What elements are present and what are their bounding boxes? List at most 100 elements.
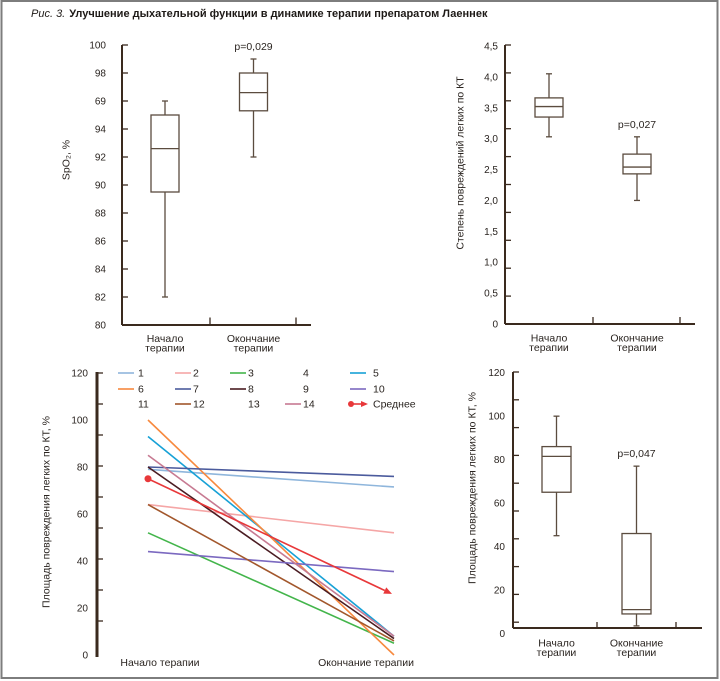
legend-item: 2 [175,368,199,380]
figure-title: Улучшение дыхательной функции в динамике… [69,8,488,20]
figure-number: Рис. 3. [31,8,65,20]
x-category-label: Начало терапии [120,657,199,669]
legend-item: 14 [285,399,315,411]
y-tick-label: 3,5 [484,103,498,114]
mean-start-marker [144,475,152,483]
iqr-box [534,97,564,118]
legend-item: Среднее [348,399,416,411]
y-tick-label: 4,0 [484,72,498,83]
series-line-7 [147,466,395,478]
series-line-2 [147,503,395,534]
y-tick-label: 100 [71,416,88,427]
box-2 [238,58,269,158]
y-tick-label: 0 [499,629,505,640]
mean-arrowhead [383,587,392,594]
y-tick-label: 20 [77,604,89,615]
box-1 [150,100,180,298]
legend-item: 6 [118,384,144,396]
y-tick-label: 69 [95,97,107,108]
legend-label: Среднее [373,399,416,411]
y-tick-label: 100 [488,412,505,423]
y-tick-label: 60 [77,510,89,521]
x-category-label: терапии [617,342,657,354]
legend-arrowhead [361,401,368,407]
y-axis-label: Площадь повреждения легких по КТ, % [41,416,53,608]
y-tick-label: 84 [95,265,107,276]
legend-item: 9 [303,384,309,396]
legend-label: 5 [373,368,379,380]
series-line-3 [147,532,395,644]
x-category-label: Начало [531,333,568,345]
iqr-box [150,114,180,193]
legend-label: 13 [248,399,260,411]
legend-item: 1 [118,368,144,380]
y-tick-label: 0,5 [484,289,498,300]
legend-label: 11 [138,399,149,411]
box-2 [622,136,652,202]
legend-label: 9 [303,384,309,396]
iqr-box [622,153,652,175]
y-axis-label: Степень повреждений легких по КТ [455,76,467,250]
legend-item: 12 [175,399,205,411]
mean-series-line [147,478,386,592]
y-tick-label: 1,0 [484,258,498,269]
y-tick-label: 3,0 [484,134,498,145]
legend-label: 14 [303,399,315,411]
y-tick-label: 2,5 [484,165,498,176]
y-axis-label: SpO₂, % [61,140,73,180]
box-2 [621,465,652,627]
series-line-10 [147,550,395,573]
legend-item: 11 [138,399,149,411]
figure-caption: Рис. 3. Улучшение дыхательной функции в д… [31,8,488,20]
y-tick-label: 20 [494,586,506,597]
legend-label: 7 [193,384,199,396]
y-tick-label: 2,0 [484,196,498,207]
y-tick-label: 40 [494,542,506,553]
legend-label: 2 [193,368,199,380]
spo2-boxplot: SpO₂, % 80828486889092946998100Началотер… [61,41,311,355]
x-category-label: Начало [147,333,184,345]
y-tick-label: 120 [71,369,88,380]
legend-item: 10 [350,384,385,396]
y-tick-label: 80 [77,463,89,474]
x-category-label: Окончание [227,333,280,345]
y-tick-label: 60 [494,499,506,510]
x-category-label: терапии [617,647,657,659]
y-tick-label: 0 [492,320,498,331]
y-tick-label: 0 [82,651,88,662]
y-tick-label: 92 [95,153,107,164]
p-value-label: p=0,047 [617,448,655,460]
x-category-label: Начало [538,638,575,650]
series-line-8 [147,466,395,640]
y-tick-label: 80 [95,321,107,332]
x-category-label: Окончание [610,638,663,650]
iqr-box [238,72,269,112]
legend-item: 8 [230,384,254,396]
legend-item: 3 [230,368,254,380]
y-tick-label: 120 [488,368,505,379]
series-line-14 [147,454,395,637]
y-tick-label: 98 [95,69,107,80]
ct-severity-boxplot: Степень повреждений легких по КТ 0 0,5 1,0… [455,42,695,354]
box-1 [534,73,564,138]
legend-label: 1 [138,368,144,380]
y-tick-label: 88 [95,209,107,220]
legend-item: 4 [303,368,309,380]
y-tick-label: 100 [89,41,106,52]
legend-label: 12 [193,399,205,411]
y-tick-label: 86 [95,237,107,248]
legend-label: 4 [303,368,309,380]
series-line-1 [147,468,395,488]
iqr-box [541,445,572,493]
legend-item: 7 [175,384,199,396]
legend-label: 6 [138,384,144,396]
y-tick-label: 4,5 [484,42,498,53]
iqr-box [621,532,652,615]
y-tick-label: 90 [95,181,107,192]
legend-item: 13 [248,399,260,411]
box-1 [541,415,572,537]
